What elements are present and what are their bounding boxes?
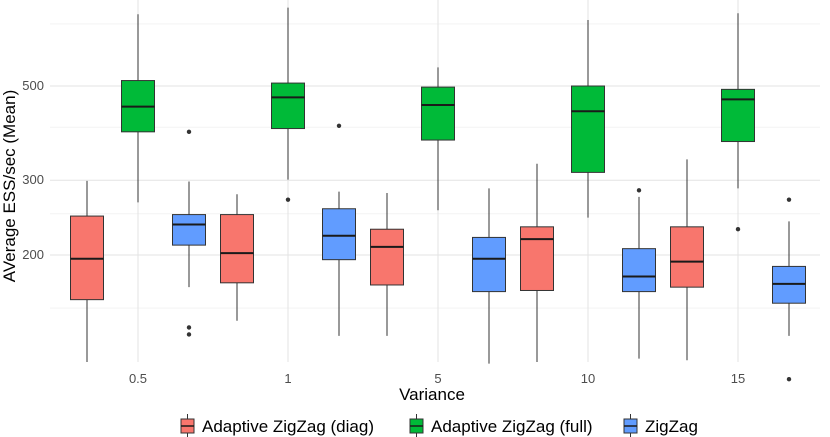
x-axis: 0.5 1 5 10 15 <box>129 371 745 386</box>
box <box>370 228 404 286</box>
box <box>520 226 554 291</box>
y-tick-label: 500 <box>22 78 44 93</box>
x-tick-label: 10 <box>581 371 595 386</box>
outlier-point <box>735 227 741 232</box>
legend-label: ZigZag <box>645 417 698 436</box>
box-group <box>121 14 155 203</box>
legend-item: ZigZag <box>623 414 698 437</box>
box <box>571 85 605 173</box>
box-group <box>571 20 605 218</box>
x-tick-label: 5 <box>434 371 441 386</box>
box <box>172 214 206 246</box>
outlier-point <box>636 188 642 193</box>
box <box>622 248 656 293</box>
box <box>421 86 455 141</box>
box <box>721 88 755 143</box>
box-group <box>772 197 806 382</box>
outlier-point <box>285 197 291 202</box>
box-group <box>322 123 356 336</box>
box-group <box>70 180 104 362</box>
legend-item: Adaptive ZigZag (full) <box>409 414 593 437</box>
y-tick-label: 200 <box>22 247 44 262</box>
outlier-point <box>786 376 792 382</box>
x-axis-title: Variance <box>399 385 465 404</box>
box-group <box>421 67 455 211</box>
outlier-point <box>786 197 792 202</box>
box-group <box>370 192 404 336</box>
legend-label: Adaptive ZigZag (diag) <box>202 417 374 436</box>
box-group <box>721 13 755 232</box>
box <box>472 236 506 293</box>
box-group <box>220 194 254 321</box>
box <box>322 208 356 261</box>
box-group <box>172 129 206 337</box>
y-axis: 200 300 500 <box>22 78 44 262</box>
y-axis-title: AVerage ESS/sec (Mean) <box>0 90 19 282</box>
outlier-point <box>336 123 342 128</box>
box-group <box>271 7 305 202</box>
box-group <box>472 188 506 364</box>
box-group <box>670 159 704 361</box>
outlier-point <box>186 332 192 337</box>
box-group <box>520 163 554 362</box>
grid-lines <box>50 0 820 362</box>
box <box>220 214 254 284</box>
outlier-point <box>186 129 192 135</box>
y-tick-label: 300 <box>22 172 44 187</box>
x-tick-label: 15 <box>731 371 745 386</box>
x-tick-label: 1 <box>284 371 291 386</box>
legend: Adaptive ZigZag (diag) Adaptive ZigZag (f… <box>180 414 698 437</box>
box <box>670 226 704 288</box>
outlier-point <box>186 325 192 330</box>
box <box>271 82 305 130</box>
legend-label: Adaptive ZigZag (full) <box>431 417 593 436</box>
box-groups <box>70 7 806 382</box>
box-group <box>622 188 656 359</box>
x-tick-label: 0.5 <box>129 371 147 386</box>
legend-item: Adaptive ZigZag (diag) <box>180 414 374 437</box>
